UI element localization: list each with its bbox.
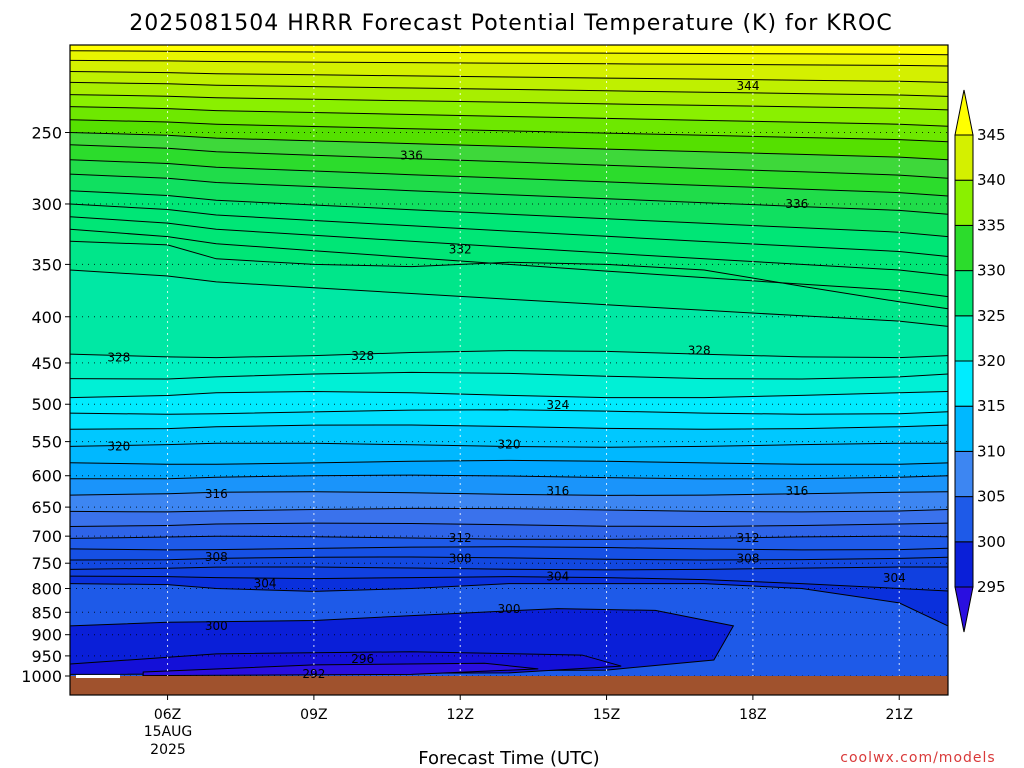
contour-label: 304 [546, 570, 569, 584]
colorbar-segment [954, 134, 974, 181]
contour-label: 292 [302, 667, 325, 681]
y-tick-label: 750 [31, 554, 62, 573]
chart-title: 2025081504 HRRR Forecast Potential Tempe… [129, 11, 892, 36]
colorbar-segment [954, 496, 974, 543]
colorbar-label: 310 [977, 442, 1006, 460]
x-axis: 06Z 09Z 12Z 15Z 18Z 21Z [154, 695, 913, 723]
colorbar-label: 300 [977, 533, 1006, 551]
y-tick-label: 850 [31, 603, 62, 622]
contour-label: 344 [737, 79, 760, 93]
contour-label: 308 [205, 550, 228, 564]
colorbar-segment [954, 450, 974, 498]
y-tick-label: 400 [31, 308, 62, 327]
x-tick-label: 18Z [739, 707, 766, 723]
contour-label: 316 [785, 484, 808, 498]
colorbar-extend-bottom [954, 586, 974, 633]
contour-labels: 344 336 336 332 328 328 328 324 320 320 316 316 316 3… [107, 79, 906, 681]
plot-border [69, 44, 949, 696]
x-tick-label: 06Z [154, 707, 181, 723]
colorbar-label: 325 [977, 307, 1006, 325]
contour-label: 320 [107, 440, 130, 454]
contour-label: 304 [883, 571, 906, 585]
contour-label: 320 [498, 437, 521, 451]
x-tick-label: 15Z [593, 707, 620, 723]
colorbar-label: 295 [977, 578, 1006, 596]
contour-label: 300 [205, 619, 228, 633]
credit-link[interactable]: coolwx.com/models [840, 750, 995, 766]
x-axis-title: Forecast Time (UTC) [418, 748, 599, 768]
contour-label: 308 [449, 551, 472, 565]
colorbar-label: 345 [977, 126, 1006, 144]
y-tick-label: 250 [31, 123, 62, 142]
colorbar-label: 305 [977, 488, 1006, 506]
colorbar-segment [954, 360, 974, 407]
y-tick-label: 450 [31, 354, 62, 373]
contour-label: 328 [688, 344, 711, 358]
date-label: 15AUG 2025 [144, 724, 193, 758]
x-tick-label: 09Z [300, 707, 327, 723]
y-tick-label: 900 [31, 626, 62, 645]
contour-label: 336 [785, 197, 808, 211]
contour-label: 336 [400, 148, 423, 162]
contour-label: 312 [449, 531, 472, 545]
contour-label: 328 [107, 351, 130, 365]
colorbar-segment [954, 541, 974, 588]
y-tick-label: 650 [31, 498, 62, 517]
date-label-year: 2025 [150, 742, 186, 758]
contour-label: 308 [737, 551, 760, 565]
x-tick-label: 21Z [886, 707, 913, 723]
y-tick-label: 800 [31, 580, 62, 599]
contour-label: 316 [546, 484, 569, 498]
contour-label: 300 [498, 602, 521, 616]
y-tick-label: 600 [31, 467, 62, 486]
y-tick-label: 950 [31, 647, 62, 666]
y-axis: 250 300 350 400 450 500 550 600 650 700 750 800 850 9… [21, 123, 70, 686]
colorbar-segment [954, 315, 974, 362]
contour-label: 316 [205, 487, 228, 501]
colorbar-label: 335 [977, 216, 1006, 234]
contour-label: 332 [449, 243, 472, 257]
colorbar-label: 315 [977, 397, 1006, 415]
y-tick-label: 1000 [21, 667, 62, 686]
colorbar-label: 340 [977, 171, 1006, 189]
ground-band [70, 675, 948, 695]
contour-label: 304 [254, 577, 277, 591]
colorbar-label: 330 [977, 262, 1006, 280]
contour-lines [69, 50, 949, 627]
colorbar-segment [954, 405, 974, 452]
colorbar-label: 320 [977, 352, 1006, 370]
contour-label: 328 [351, 349, 374, 363]
plot-area [69, 45, 948, 695]
colorbar-extend-top [954, 89, 974, 136]
y-tick-label: 700 [31, 527, 62, 546]
contour-label: 296 [351, 652, 374, 666]
y-tick-label: 550 [31, 433, 62, 452]
contour-label: 312 [737, 531, 760, 545]
colorbar-segment [954, 270, 974, 317]
colorbar-segment [954, 179, 974, 226]
contour-label: 324 [546, 398, 569, 412]
y-tick-label: 300 [31, 195, 62, 214]
colorbar: 295 300 305 310 315 320 325 330 335 340 345 [954, 89, 1006, 633]
date-label-day: 15AUG [144, 724, 193, 740]
colorbar-segment [954, 224, 974, 272]
y-tick-label: 500 [31, 395, 62, 414]
x-tick-label: 12Z [447, 707, 474, 723]
y-tick-label: 350 [31, 255, 62, 274]
